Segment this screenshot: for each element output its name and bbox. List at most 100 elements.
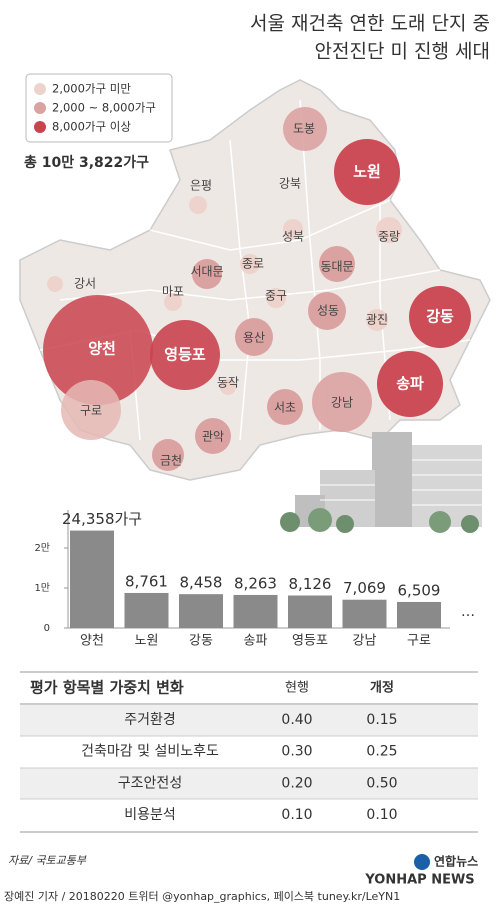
district-label: 마포: [162, 285, 184, 299]
district-label: 강서: [74, 277, 96, 291]
district-label: 성동: [317, 304, 339, 318]
watermark: YONHAP NEWS: [364, 873, 474, 888]
district-circle: [283, 107, 327, 151]
district-label: 금천: [160, 453, 182, 468]
weight-table: 평가 항목별 가중치 변화 현행 개정 주거환경 0.40 0.15 건축마감 및 설…: [20, 671, 478, 833]
row-background: [20, 768, 478, 799]
x-tick-label: 강남: [353, 634, 377, 649]
bar: [70, 530, 114, 628]
district-label: 영등포: [164, 346, 206, 364]
x-tick-label: 양천: [80, 634, 104, 649]
district-circle: [152, 439, 184, 471]
bar: [342, 599, 387, 628]
district-circle: [334, 139, 400, 205]
revised-weight: 0.50: [366, 775, 397, 791]
revised-weight: 0.25: [366, 744, 397, 760]
district-labels: 도봉 노원 은평 강북 성북 중랑 강서 서대문 종로 동대문 마포 중구 성동…: [74, 122, 454, 468]
current-weight: 0.30: [281, 744, 312, 760]
district-circle: [409, 286, 471, 348]
district-circles: [43, 107, 471, 471]
district-label: 양천: [88, 340, 116, 358]
source: 자료/ 국토교통부: [8, 854, 87, 867]
title-line: 서울 재건축 연한 도래 단지 중: [250, 13, 490, 35]
district-label: 은평: [190, 179, 212, 193]
district-label: 중랑: [378, 230, 400, 244]
row-label: 구조안전성: [118, 775, 182, 791]
row-label: 주거환경: [124, 712, 176, 728]
value-label: 8,126: [289, 575, 332, 593]
district-circle: [192, 259, 222, 289]
value-label: 8,263: [234, 574, 277, 592]
district-circle: [308, 292, 346, 330]
bar: [288, 595, 332, 628]
x-tick-label: 노원: [135, 634, 159, 649]
district-circle: [376, 217, 402, 243]
district-circle: [319, 246, 355, 282]
current-weight: 0.40: [281, 712, 312, 728]
district-label: 종로: [242, 257, 264, 271]
apartment-illustration: [280, 432, 482, 533]
legend-label: 8,000가구 이상: [52, 120, 131, 134]
row-background: [20, 705, 478, 736]
x-tick-label: 영등포: [292, 634, 328, 649]
bar: [397, 601, 441, 628]
table-header: 현행: [285, 680, 309, 696]
district-circle: [43, 295, 153, 405]
district-circle: [189, 196, 207, 214]
district-circle: [150, 320, 220, 390]
map-legend: 2,000가구 미만 2,000 ~ 8,000가구 8,000가구 이상: [25, 73, 173, 143]
district-circle: [235, 318, 273, 356]
legend-swatch: [34, 83, 46, 95]
y-tick-label: 0: [44, 623, 50, 634]
district-label: 강북: [279, 177, 301, 191]
legend-swatch: [34, 121, 46, 133]
district-circle: [366, 309, 388, 331]
x-tick-label: 송파: [244, 634, 268, 649]
value-label: 8,761: [125, 572, 168, 590]
legend-label: 2,000 ~ 8,000가구: [52, 101, 156, 115]
bar: [124, 592, 169, 628]
district-circle: [377, 351, 443, 417]
district-label: 동대문: [320, 260, 353, 274]
current-weight: 0.20: [281, 775, 312, 791]
legend-box: [25, 73, 173, 143]
table-header: 개정: [370, 680, 394, 696]
district-label: 성북: [282, 230, 304, 244]
credit: 장예진 기자 / 20180220 트위터 @yonhap_graphics, …: [4, 890, 400, 903]
district-label: 송파: [396, 375, 424, 393]
district-label: 강남: [331, 396, 353, 410]
district-label: 도봉: [293, 122, 315, 136]
legend-label: 2,000가구 미만: [52, 82, 131, 96]
revised-weight: 0.15: [366, 712, 397, 728]
district-label: 서초: [274, 401, 296, 415]
district-circle: [267, 389, 303, 425]
district-circle: [47, 276, 63, 292]
value-label: 6,509: [398, 581, 441, 599]
title-line: 안전진단 미 진행 세대: [315, 41, 490, 63]
continuation-mark: …: [461, 604, 475, 620]
district-label: 중구: [265, 289, 287, 303]
district-circle: [312, 372, 372, 432]
value-label: 24,358가구: [62, 510, 142, 528]
x-tick-label: 강동: [189, 634, 213, 649]
x-tick-label: 구로: [407, 634, 431, 649]
district-label: 용산: [243, 331, 265, 345]
y-tick-label: 1만: [34, 582, 50, 594]
y-tick-label: 2만: [34, 542, 50, 554]
district-circle: [61, 380, 121, 440]
district-circle: [164, 293, 182, 311]
district-label: 광진: [366, 313, 388, 327]
table-body: 주거환경 0.40 0.15 건축마감 및 설비노후도 0.30 0.25 구조안전성 0.2…: [81, 712, 397, 823]
district-label: 노원: [353, 163, 381, 181]
legend-swatch: [34, 102, 46, 114]
district-circle: [240, 254, 260, 274]
district-label: 구로: [80, 404, 102, 418]
district-label: 강동: [426, 308, 454, 326]
table-title: 평가 항목별 가중치 변화: [30, 679, 184, 697]
logo-icon: [414, 854, 430, 870]
district-circle: [220, 379, 236, 395]
bar: [233, 594, 278, 628]
district-label: 동작: [217, 376, 239, 390]
